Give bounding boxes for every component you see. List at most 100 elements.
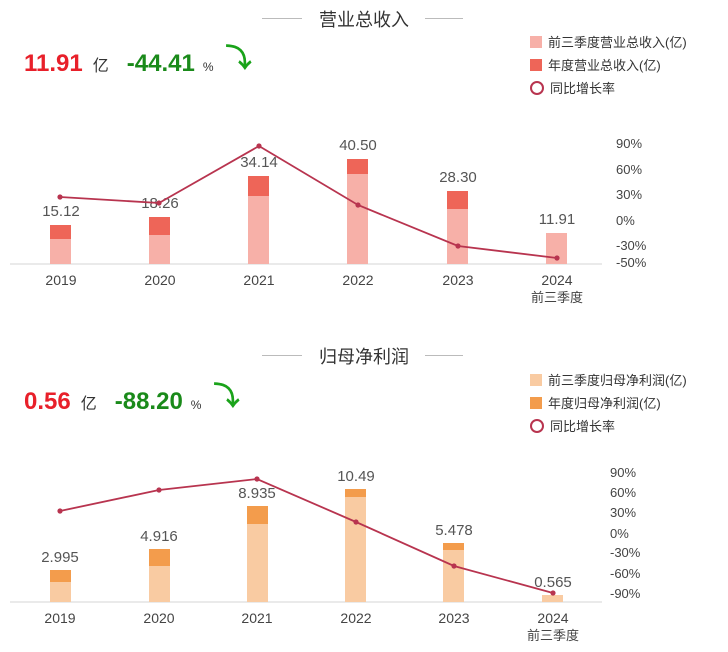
legend-item-q3[interactable]: 前三季度归母净利润(亿) — [530, 368, 687, 391]
growth-point[interactable] — [353, 519, 359, 525]
legend-swatch-icon — [530, 58, 542, 71]
headline-change: -44.41 — [126, 50, 195, 77]
growth-point[interactable] — [57, 194, 63, 200]
profit-plot: 2.995 4.916 8.935 10.49 5.478 0.565 2019… — [10, 465, 641, 643]
legend-label: 同比增长率 — [550, 419, 616, 434]
bar-label: 11.91 — [539, 211, 575, 228]
chart-title: 归母净利润 — [319, 347, 409, 367]
bar-label: 4.916 — [140, 528, 178, 545]
headline-unit: 亿 — [80, 396, 97, 413]
growth-point[interactable] — [256, 143, 262, 149]
x-tick-label: 2024 — [537, 610, 568, 626]
legend-item-annual[interactable]: 年度归母净利润(亿) — [530, 391, 687, 414]
y-right-tick: 90% — [610, 465, 636, 480]
legend-item-q3[interactable]: 前三季度营业总收入(亿) — [530, 30, 687, 53]
bar-label: 5.478 — [435, 522, 473, 539]
bar-label: 10.49 — [337, 468, 375, 485]
legend: 前三季度营业总收入(亿) 年度营业总收入(亿) 同比增长率 — [530, 30, 687, 99]
x-tick-label: 2020 — [144, 272, 175, 288]
x-tick-label: 2020 — [143, 610, 174, 626]
bar-2023[interactable] — [443, 543, 464, 602]
headline: 11.91 亿 -44.41 % ⤵ — [24, 42, 252, 79]
headline-change: -88.20 — [114, 388, 183, 415]
x-tick-sublabel: 前三季度 — [527, 628, 579, 643]
y-right-tick: 60% — [610, 485, 636, 500]
legend-swatch-icon — [530, 35, 542, 48]
y-right-tick: -90% — [610, 586, 641, 601]
x-tick-label: 2022 — [342, 272, 373, 288]
headline: 0.56 亿 -88.20 % ⤵ — [24, 380, 239, 417]
legend-item-growth[interactable]: 同比增长率 — [530, 76, 687, 99]
x-tick-label: 2024 — [541, 272, 572, 288]
legend: 前三季度归母净利润(亿) 年度归母净利润(亿) 同比增长率 — [530, 368, 687, 437]
bar-2019[interactable] — [50, 570, 71, 602]
x-tick-label: 2021 — [243, 272, 274, 288]
bar-2021[interactable] — [247, 506, 268, 602]
bar-2024[interactable] — [542, 595, 563, 602]
y-right-tick: 0% — [616, 213, 635, 228]
bar-label: 40.50 — [339, 137, 377, 154]
chart-title: 营业总收入 — [319, 10, 409, 30]
y-right-tick: -30% — [610, 545, 641, 560]
bar-2019[interactable] — [50, 225, 71, 264]
bar-2023[interactable] — [447, 191, 468, 264]
growth-point[interactable] — [451, 563, 457, 569]
headline-change-unit: % — [190, 398, 202, 412]
growth-point[interactable] — [355, 202, 361, 208]
legend-label: 前三季度营业总收入(亿) — [548, 35, 687, 50]
down-arrow-icon: ⤵ — [213, 381, 240, 411]
legend-item-annual[interactable]: 年度营业总收入(亿) — [530, 53, 687, 76]
x-tick-label: 2023 — [438, 610, 469, 626]
down-arrow-icon: ⤵ — [225, 43, 252, 73]
y-right-tick: 0% — [610, 526, 629, 541]
revenue-panel: 营业总收入 11.91 亿 -44.41 % ⤵ 前三季度营业总收入(亿) 年度… — [0, 0, 728, 320]
growth-line — [59, 478, 554, 594]
legend-swatch-icon — [530, 373, 542, 386]
legend-ring-icon — [530, 80, 544, 95]
legend-swatch-icon — [530, 396, 542, 409]
bar-label: 15.12 — [42, 203, 80, 220]
growth-point[interactable] — [550, 590, 556, 596]
legend-label: 同比增长率 — [550, 81, 616, 96]
bar-2022[interactable] — [347, 159, 368, 264]
bar-label: 28.30 — [439, 169, 477, 186]
headline-unit: 亿 — [92, 58, 109, 75]
y-right-tick: 30% — [616, 187, 642, 202]
bar-label: 2.995 — [41, 549, 79, 566]
growth-line — [59, 144, 558, 259]
bar-2022[interactable] — [345, 489, 366, 602]
revenue-plot: 15.12 18.26 34.14 40.50 28.30 11.91 2019… — [10, 136, 647, 305]
headline-value: 11.91 — [24, 50, 83, 77]
legend-label: 年度营业总收入(亿) — [548, 58, 661, 73]
title-divider-left — [262, 18, 302, 19]
y-right-tick: -50% — [616, 255, 647, 270]
legend-ring-icon — [530, 418, 544, 433]
x-tick-label: 2022 — [340, 610, 371, 626]
y-right-tick: 30% — [610, 505, 636, 520]
growth-point[interactable] — [554, 255, 560, 261]
growth-point[interactable] — [156, 200, 162, 206]
headline-value: 0.56 — [24, 388, 71, 415]
legend-item-growth[interactable]: 同比增长率 — [530, 414, 687, 437]
y-right-tick: -60% — [610, 566, 641, 581]
bar-2020[interactable] — [149, 217, 170, 264]
bar-2024[interactable] — [546, 233, 567, 264]
x-tick-sublabel: 前三季度 — [531, 290, 583, 305]
legend-label: 前三季度归母净利润(亿) — [548, 373, 687, 388]
bar-label: 0.565 — [534, 574, 572, 591]
bar-2020[interactable] — [149, 549, 170, 602]
title-divider-right — [425, 355, 463, 356]
growth-point[interactable] — [156, 487, 162, 493]
y-right-tick: -30% — [616, 238, 647, 253]
y-right-tick: 60% — [616, 162, 642, 177]
title-divider-right — [425, 18, 463, 19]
title-divider-left — [262, 355, 302, 356]
growth-point[interactable] — [57, 508, 63, 514]
x-tick-label: 2021 — [241, 610, 272, 626]
x-tick-label: 2019 — [44, 610, 75, 626]
growth-point[interactable] — [254, 476, 260, 482]
y-right-tick: 90% — [616, 136, 642, 151]
growth-point[interactable] — [455, 243, 461, 249]
bar-2021[interactable] — [248, 176, 269, 264]
x-tick-label: 2019 — [45, 272, 76, 288]
